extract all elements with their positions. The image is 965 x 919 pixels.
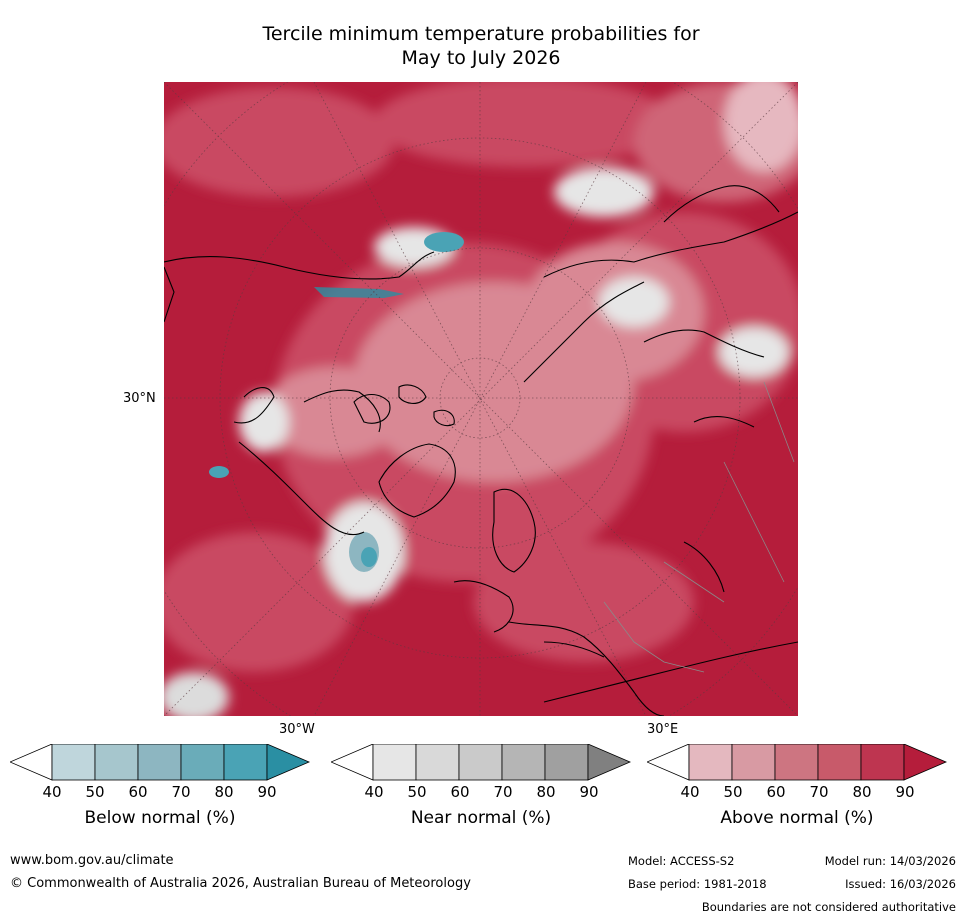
below-tick: 50 bbox=[85, 783, 105, 801]
near-tick: 90 bbox=[579, 783, 599, 801]
below-colorbar-segment bbox=[10, 744, 53, 781]
below-tick: 90 bbox=[257, 783, 277, 801]
above-colorbar-segment bbox=[647, 744, 690, 781]
near-tick: 70 bbox=[493, 783, 513, 801]
below-colorbar-segment bbox=[266, 744, 310, 781]
below-tick: 60 bbox=[128, 783, 148, 801]
above-tick: 80 bbox=[852, 783, 872, 801]
above-tick: 70 bbox=[809, 783, 829, 801]
base-period: Base period: 1981-2018 bbox=[628, 877, 767, 891]
colorbar-above bbox=[647, 744, 947, 782]
above-normal-title: Above normal (%) bbox=[720, 808, 874, 828]
near-tick: 60 bbox=[450, 783, 470, 801]
above-tick: 50 bbox=[723, 783, 743, 801]
above-colorbar-segment bbox=[731, 744, 776, 781]
below-colorbar-segment bbox=[223, 744, 268, 781]
below-colorbar-segment bbox=[180, 744, 225, 781]
above-tick: 90 bbox=[895, 783, 915, 801]
below-tick: 70 bbox=[171, 783, 191, 801]
colorbar-near bbox=[331, 744, 631, 782]
above-tick: 60 bbox=[766, 783, 786, 801]
near-tick: 50 bbox=[407, 783, 427, 801]
near-colorbar-segment bbox=[501, 744, 546, 781]
below-colorbar-segment bbox=[94, 744, 139, 781]
below-tick: 80 bbox=[214, 783, 234, 801]
near-normal-title: Near normal (%) bbox=[410, 808, 552, 828]
near-colorbar-segment bbox=[331, 744, 374, 781]
near-tick: 80 bbox=[536, 783, 556, 801]
near-colorbar-segment bbox=[587, 744, 631, 781]
above-colorbar-segment bbox=[774, 744, 819, 781]
near-colorbar-segment bbox=[544, 744, 589, 781]
colorbar-below bbox=[10, 744, 310, 782]
title-line-2: May to July 2026 bbox=[401, 47, 561, 69]
near-colorbar-segment bbox=[458, 744, 503, 781]
map-canvas bbox=[164, 82, 798, 716]
model-run-date: Model run: 14/03/2026 bbox=[824, 854, 956, 868]
website-link[interactable]: www.bom.gov.au/climate bbox=[10, 853, 174, 868]
near-colorbar-segment bbox=[415, 744, 460, 781]
below-normal-title: Below normal (%) bbox=[84, 808, 236, 828]
map-title: Tercile minimum temperature probabilitie… bbox=[164, 22, 798, 70]
near-colorbar-segment bbox=[372, 744, 417, 781]
above-colorbar-segment bbox=[817, 744, 862, 781]
issued-date: Issued: 16/03/2026 bbox=[845, 877, 956, 891]
boundary-disclaimer: Boundaries are not considered authoritat… bbox=[701, 900, 956, 914]
below-colorbar-segment bbox=[137, 744, 182, 781]
above-colorbar-segment bbox=[860, 744, 905, 781]
above-colorbar-segment bbox=[688, 744, 733, 781]
title-line-1: Tercile minimum temperature probabilitie… bbox=[262, 23, 700, 45]
model-name: Model: ACCESS-S2 bbox=[628, 854, 735, 868]
longitude-label-east: 30°E bbox=[647, 722, 679, 737]
copyright-text: © Commonwealth of Australia 2026, Austra… bbox=[10, 876, 471, 891]
near-tick: 40 bbox=[364, 783, 384, 801]
probability-map bbox=[164, 82, 798, 716]
below-colorbar-segment bbox=[51, 744, 96, 781]
latitude-label: 30°N bbox=[123, 391, 156, 406]
below-tick: 40 bbox=[42, 783, 62, 801]
above-colorbar-segment bbox=[903, 744, 947, 781]
above-tick: 40 bbox=[680, 783, 700, 801]
longitude-label-west: 30°W bbox=[279, 722, 315, 737]
